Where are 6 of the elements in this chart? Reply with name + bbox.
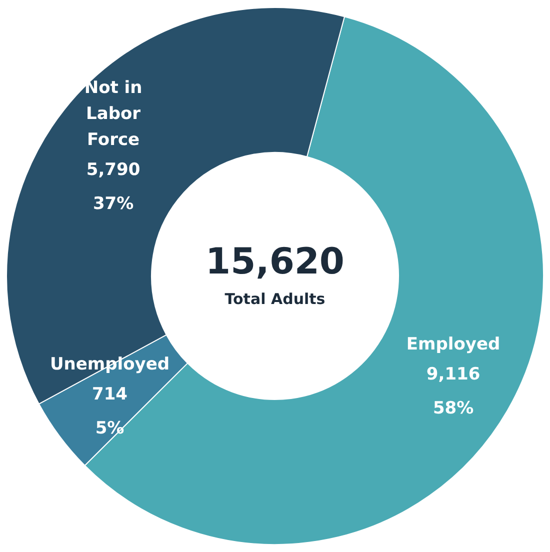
text: 15,620 [206,241,344,282]
data-label: 714 5% [92,384,128,438]
slice-label: Employed [406,334,500,355]
data-label: 5,790 37% [86,160,140,214]
text: Total Adults [224,290,326,308]
data-label: 9,116 58% [426,364,480,419]
